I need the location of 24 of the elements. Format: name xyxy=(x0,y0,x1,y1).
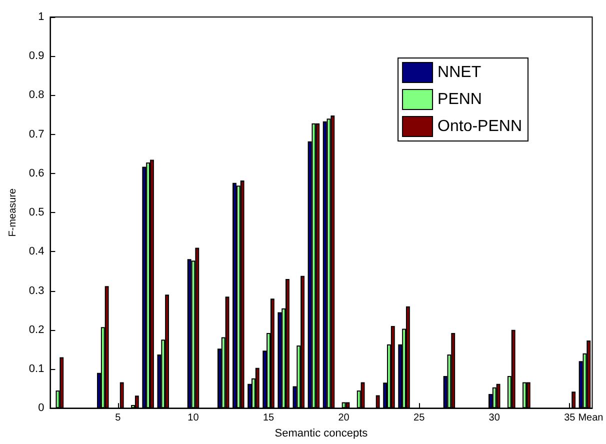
y-tick-label: 0.9 xyxy=(28,50,44,62)
x-tick-label: 10 xyxy=(188,412,200,424)
y-tick-label: 0.3 xyxy=(28,284,44,297)
legend-label: Onto-PENN xyxy=(438,118,522,135)
y-tick-label: 0.2 xyxy=(28,324,44,336)
x-tick-label: 25 xyxy=(414,412,426,424)
x-tick-label: 5 xyxy=(115,412,122,424)
legend-label: PENN xyxy=(438,91,482,108)
y-tick-label: 0.1 xyxy=(28,362,44,375)
x-tick-label: 20 xyxy=(338,412,350,424)
y-tick-label: 0.5 xyxy=(28,206,44,219)
y-tick-label: 0.4 xyxy=(28,246,44,258)
x-tick-label: 30 xyxy=(488,412,500,424)
y-tick-label: 0.6 xyxy=(28,167,44,180)
y-tick-label: 1 xyxy=(38,11,44,23)
x-tick-label: 35 xyxy=(564,412,576,424)
y-axis-title: F-measure xyxy=(8,188,18,237)
y-tick-label: 0.7 xyxy=(28,128,44,140)
y-tick-label: 0 xyxy=(38,402,44,414)
x-tick-label: 15 xyxy=(262,412,275,424)
legend-label: NNET xyxy=(438,64,482,81)
y-tick-label: 0.8 xyxy=(28,89,44,102)
x-axis-title: Semantic concepts xyxy=(274,428,368,440)
x-tick-label: Mean xyxy=(578,412,604,424)
